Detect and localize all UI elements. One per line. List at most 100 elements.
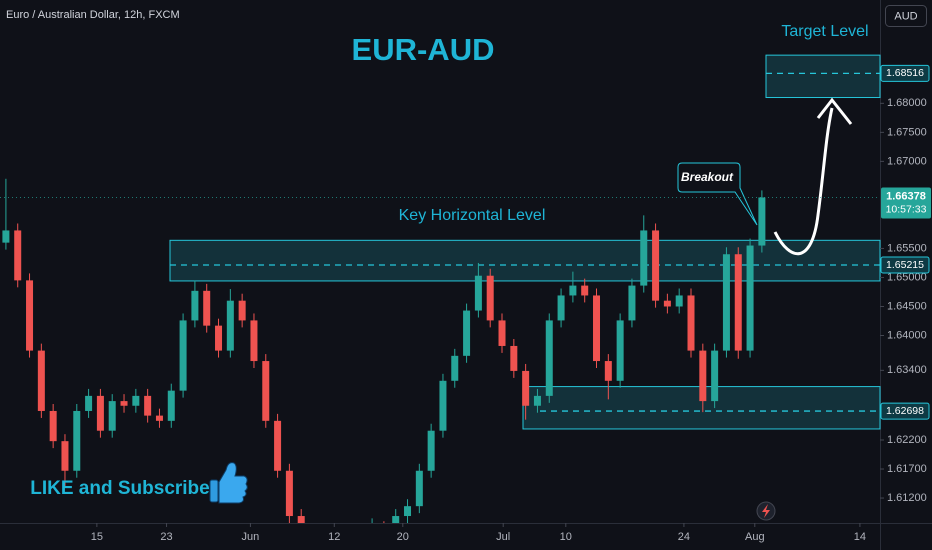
candle-body (191, 290, 199, 321)
callout-box (677, 162, 758, 226)
candle-body (392, 516, 400, 523)
headline: EUR-AUD (352, 32, 495, 67)
zone (765, 54, 881, 99)
y-tick-label: 1.67000 (887, 155, 927, 167)
symbol-title: Euro / Australian Dollar, 12h, FXCM (6, 9, 180, 21)
candle-body (663, 300, 671, 307)
candle-body (427, 430, 435, 471)
candle-body (616, 320, 624, 381)
currency-label[interactable]: AUD (894, 10, 917, 22)
arrow-curve (773, 107, 834, 256)
currency-button[interactable]: AUD (885, 5, 927, 27)
y-tick-label: 1.65500 (887, 242, 927, 254)
candle-body (451, 355, 459, 381)
countdown-label: 10:57:33 (886, 203, 927, 215)
candle-body (474, 275, 482, 311)
candle-body (144, 395, 152, 416)
candle-body (722, 254, 730, 351)
currency-button-frame[interactable] (885, 5, 927, 27)
candle-body (734, 254, 742, 351)
candle-body (179, 320, 187, 391)
candle-body (404, 506, 412, 517)
candle-body (85, 395, 93, 411)
candle-body (687, 295, 695, 351)
y-tick-label: 1.61700 (887, 463, 927, 475)
y-tick-label: 1.65000 (887, 271, 927, 283)
x-tick-label: Jul (496, 531, 510, 543)
candle-body (250, 320, 258, 362)
candle-body (120, 401, 128, 406)
thumb-cuff (209, 479, 219, 503)
y-tick-label: 1.64500 (887, 300, 927, 312)
candle-body (14, 230, 22, 281)
x-tick-label: 15 (91, 531, 103, 543)
x-tick-label: 23 (160, 531, 172, 543)
lightning-icon[interactable] (756, 501, 776, 521)
candle-body (37, 350, 45, 411)
candles (2, 178, 766, 523)
thumbs-up-icon (209, 462, 248, 504)
candle-body (640, 230, 648, 286)
candle-body (132, 395, 140, 406)
last-price-label: 1.66378 (886, 190, 926, 202)
candle-body (73, 410, 81, 471)
candle-body (2, 230, 10, 243)
candle-body (215, 325, 223, 351)
key-level-label: Key Horizontal Level (399, 207, 546, 224)
level-price-box (880, 256, 930, 274)
x-tick-label: Jun (242, 531, 260, 543)
arrow-head (816, 97, 853, 125)
candle-body (26, 280, 34, 351)
projection-arrow (773, 97, 853, 256)
level-price-box (880, 402, 930, 420)
candle-body (262, 361, 270, 421)
candle-body (569, 285, 577, 296)
candle-body (557, 295, 565, 321)
candle-body (285, 470, 293, 517)
y-tick-label: 1.68000 (887, 97, 927, 109)
axes: 1.61200 1.61700 1.62200 1.63400 1.64000 1.645… (91, 64, 930, 543)
candle-body (486, 275, 494, 321)
candle-body (510, 345, 518, 371)
candle-body (49, 410, 57, 442)
candle-body (652, 230, 660, 301)
candle-body (463, 310, 471, 356)
candle-body (545, 320, 553, 396)
candle-body (699, 350, 707, 402)
breakout-callout: Breakout (677, 162, 758, 226)
y-tick-label: 1.61200 (887, 492, 927, 504)
level-price-label: 1.65215 (886, 259, 924, 271)
last-price-box (881, 187, 931, 219)
candle-body (238, 300, 246, 321)
candle-body (167, 390, 175, 421)
y-tick-label: 1.64000 (887, 329, 927, 341)
y-tick-label: 1.62200 (887, 434, 927, 446)
candle-body (96, 395, 104, 431)
candle-body (675, 295, 683, 307)
candle-body (61, 441, 69, 471)
candle-body (581, 285, 589, 296)
candle-body (522, 370, 530, 406)
candle-body (604, 361, 612, 381)
thumb-hand (218, 462, 248, 504)
candle-body (108, 401, 116, 431)
breakout-label: Breakout (681, 170, 734, 184)
x-tick-label: Aug (745, 531, 765, 543)
x-tick-label: 20 (397, 531, 409, 543)
x-tick-label: 12 (328, 531, 340, 543)
level-price-label: 1.62698 (886, 405, 924, 417)
x-tick-label: 14 (854, 531, 866, 543)
y-tick-label: 1.67500 (887, 126, 927, 138)
candle-body (628, 285, 636, 321)
candle-body (711, 350, 719, 402)
level-price-box (880, 64, 930, 82)
candle-body (593, 295, 601, 362)
lightning-bolt[interactable] (762, 504, 770, 518)
y-tick-label: 1.63400 (887, 364, 927, 376)
candle-body (297, 516, 305, 523)
candle-body (533, 395, 541, 406)
candle-body (498, 320, 506, 346)
